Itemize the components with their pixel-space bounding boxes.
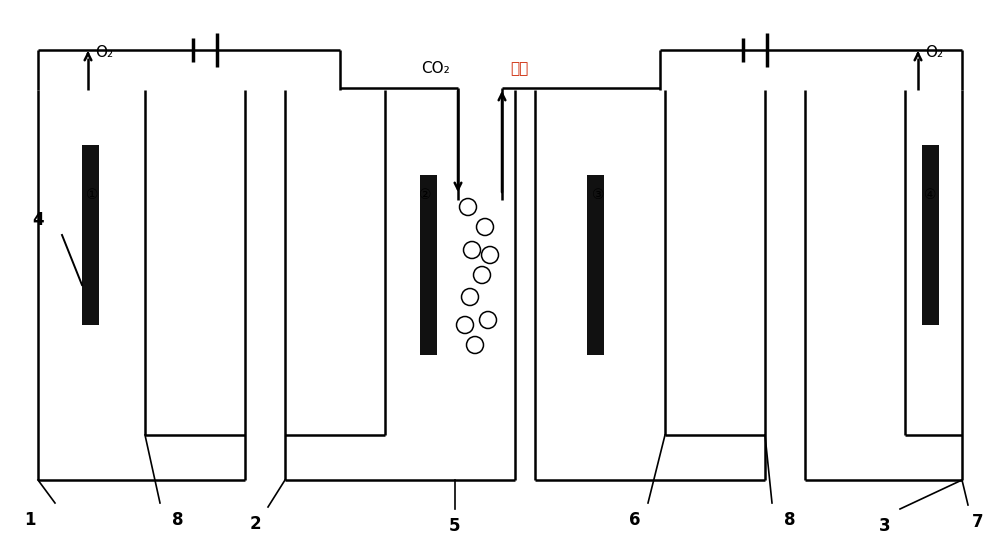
Text: ②: ② [419,188,431,202]
Text: 1: 1 [24,511,36,529]
Bar [420,175,436,355]
Text: CO₂: CO₂ [421,61,450,76]
Text: 4: 4 [32,211,44,229]
Text: ③: ③ [592,188,604,202]
Text: O₂: O₂ [95,44,113,59]
Text: 3: 3 [879,517,891,535]
Bar [922,145,938,325]
Text: 5: 5 [449,517,461,535]
Text: 尾气: 尾气 [510,61,528,76]
Text: 7: 7 [972,513,984,531]
Text: 8: 8 [172,511,184,529]
Text: 2: 2 [249,515,261,533]
Text: 6: 6 [629,511,641,529]
Text: ④: ④ [924,188,936,202]
Bar [586,175,604,355]
Text: 8: 8 [784,511,796,529]
Text: ①: ① [86,188,98,202]
Text: O₂: O₂ [925,44,943,59]
Bar [82,145,98,325]
